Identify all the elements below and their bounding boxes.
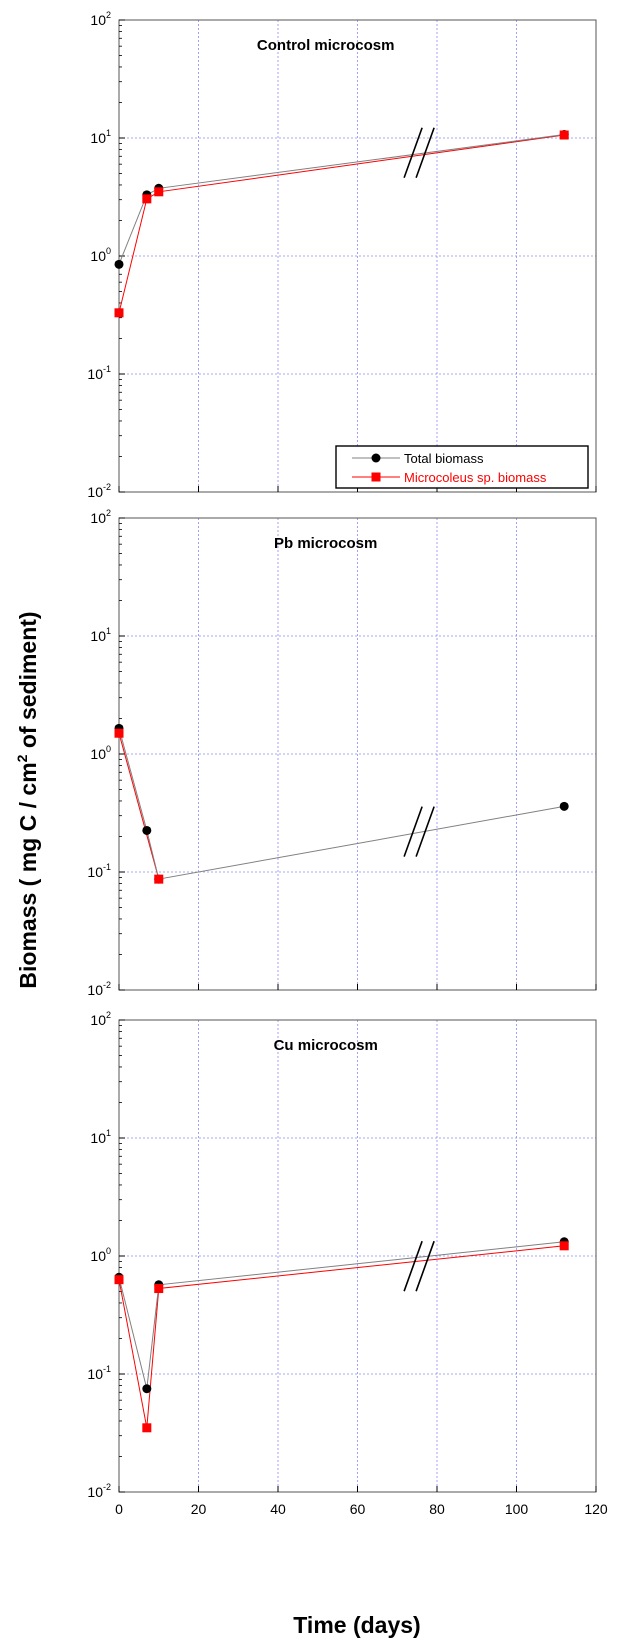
point-microcoleus — [142, 194, 152, 204]
legend-label: Microcoleus sp. biomass — [404, 470, 547, 485]
y-axis-title: Biomass ( mg C / cm2 of sediment) — [14, 611, 41, 988]
series-line-total — [118, 1241, 565, 1389]
axis-break-mark — [403, 806, 423, 857]
point-microcoleus — [142, 1423, 152, 1433]
point-microcoleus — [154, 874, 164, 884]
y-tick-exponent: -1 — [103, 862, 111, 872]
x-tick-label: 60 — [350, 1501, 366, 1517]
y-tick-exponent: 1 — [106, 128, 111, 138]
y-tick-label: 101 — [90, 626, 111, 644]
point-microcoleus — [114, 308, 124, 318]
x-tick-label: 0 — [115, 1501, 123, 1517]
y-tick-label: 10-2 — [87, 1482, 111, 1500]
y-tick-exponent: 0 — [106, 246, 111, 256]
axis-break-mark — [403, 1240, 423, 1292]
series-line-total — [118, 728, 565, 880]
y-tick-base: 10 — [90, 746, 106, 762]
axis-break-mark — [403, 127, 423, 179]
panel-title: Control microcosm — [257, 37, 395, 54]
y-tick-base: 10 — [90, 130, 106, 146]
x-tick-label: 100 — [505, 1501, 529, 1517]
y-tick-label: 102 — [90, 508, 111, 526]
y-tick-base: 10 — [90, 1012, 106, 1028]
point-total — [142, 1384, 152, 1394]
point-total — [142, 825, 152, 835]
y-tick-label: 10-1 — [87, 1364, 111, 1382]
y-axis-title-superscript: 2 — [14, 754, 30, 762]
y-tick-exponent: -2 — [103, 482, 111, 492]
y-tick-base: 10 — [87, 366, 103, 382]
y-axis-title-main: Biomass ( mg C / cm — [15, 762, 41, 988]
point-microcoleus — [114, 728, 124, 738]
series-line-microcoleus — [118, 134, 565, 313]
y-tick-exponent: 1 — [106, 626, 111, 636]
point-microcoleus — [154, 187, 164, 197]
legend-marker-circle — [371, 453, 381, 463]
y-tick-base: 10 — [90, 510, 106, 526]
y-tick-label: 100 — [90, 744, 111, 762]
y-tick-label: 10-2 — [87, 980, 111, 998]
y-tick-label: 10-1 — [87, 364, 111, 382]
y-tick-base: 10 — [90, 1248, 106, 1264]
axis-break-mark — [415, 127, 435, 179]
panel-title: Cu microcosm — [274, 1037, 378, 1054]
series-line-total — [118, 134, 565, 265]
y-tick-base: 10 — [90, 1130, 106, 1146]
y-tick-base: 10 — [87, 1484, 103, 1500]
y-tick-label: 101 — [90, 128, 111, 146]
axis-break-mark — [415, 806, 435, 857]
y-tick-label: 10-1 — [87, 862, 111, 880]
point-microcoleus — [559, 1241, 569, 1251]
y-tick-base: 10 — [90, 248, 106, 264]
y-axis-title-end: of sediment) — [15, 611, 41, 754]
axis-break-mark — [415, 1240, 435, 1292]
point-microcoleus — [114, 1275, 124, 1285]
y-tick-label: 100 — [90, 1246, 111, 1264]
x-tick-label: 40 — [270, 1501, 286, 1517]
y-tick-base: 10 — [87, 982, 103, 998]
y-tick-exponent: -2 — [103, 1482, 111, 1492]
y-tick-exponent: 2 — [106, 10, 111, 20]
x-axis-title: Time (days) — [293, 1612, 420, 1638]
series-line-microcoleus — [118, 733, 160, 880]
panel-title: Pb microcosm — [274, 535, 377, 552]
y-tick-label: 102 — [90, 10, 111, 28]
y-tick-exponent: 2 — [106, 1010, 111, 1020]
point-total — [559, 801, 569, 811]
y-tick-exponent: 2 — [106, 508, 111, 518]
y-tick-base: 10 — [90, 628, 106, 644]
y-tick-exponent: -1 — [103, 1364, 111, 1374]
y-tick-base: 10 — [90, 12, 106, 28]
x-tick-label: 20 — [191, 1501, 207, 1517]
y-tick-base: 10 — [87, 864, 103, 880]
x-tick-label: 120 — [584, 1501, 608, 1517]
y-tick-base: 10 — [87, 484, 103, 500]
y-tick-exponent: -1 — [103, 364, 111, 374]
point-microcoleus — [154, 1284, 164, 1294]
x-tick-label: 80 — [429, 1501, 445, 1517]
point-microcoleus — [559, 130, 569, 140]
legend-marker-square — [371, 472, 381, 482]
y-tick-label: 101 — [90, 1128, 111, 1146]
y-tick-exponent: 0 — [106, 1246, 111, 1256]
y-tick-label: 100 — [90, 246, 111, 264]
point-total — [114, 259, 124, 269]
y-tick-exponent: -2 — [103, 980, 111, 990]
series-line-microcoleus — [118, 1245, 565, 1428]
y-tick-base: 10 — [87, 1366, 103, 1382]
y-tick-exponent: 1 — [106, 1128, 111, 1138]
legend: Total biomass Microcoleus sp. biomass — [335, 445, 589, 489]
y-tick-label: 102 — [90, 1010, 111, 1028]
legend-label: Total biomass — [404, 451, 484, 466]
y-tick-label: 10-2 — [87, 482, 111, 500]
y-tick-exponent: 0 — [106, 744, 111, 754]
